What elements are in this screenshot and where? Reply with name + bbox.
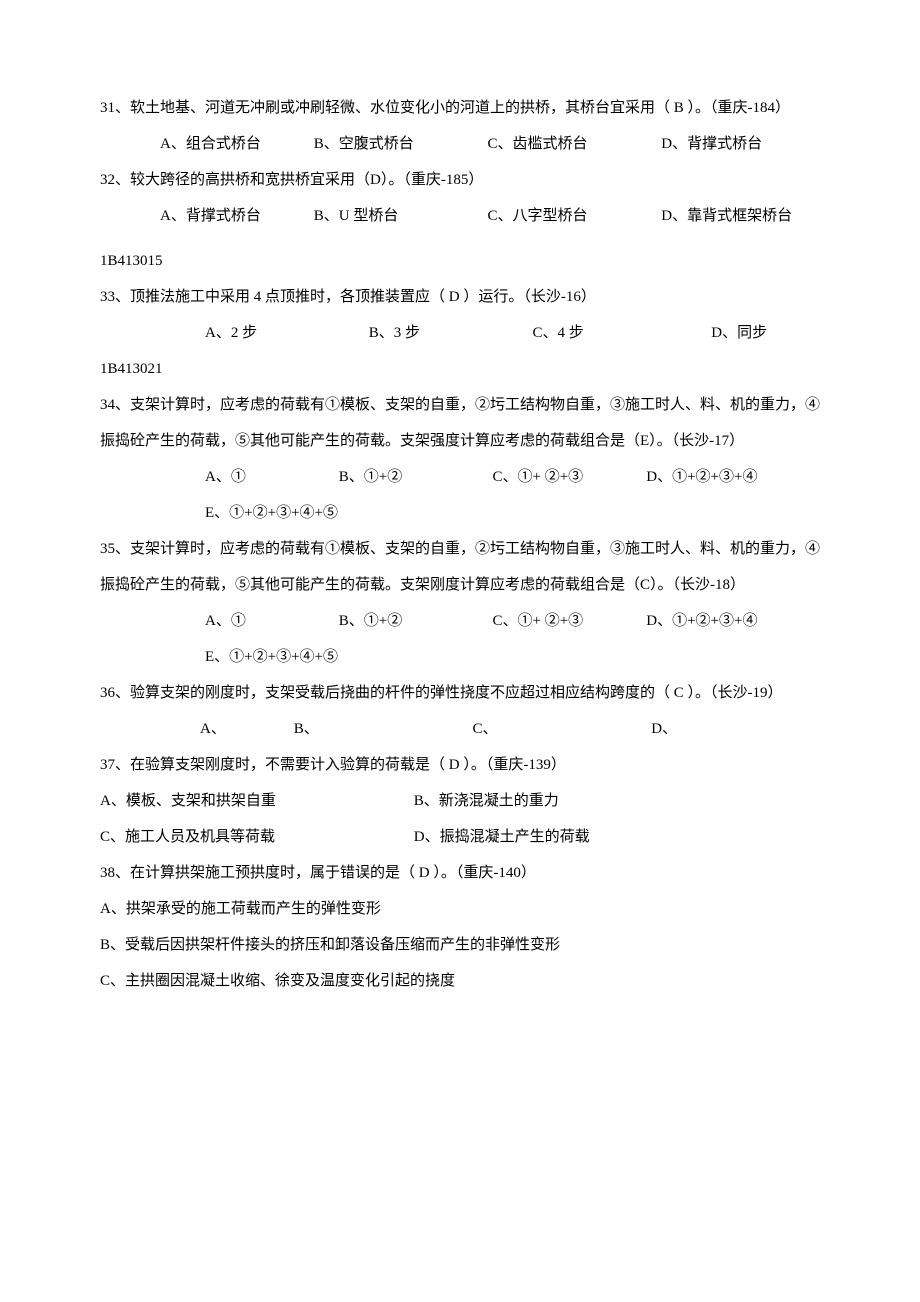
- q34-text: 34、支架计算时，应考虑的荷载有①模板、支架的自重，②圬工结构物自重，③施工时人…: [100, 387, 820, 459]
- q35-options-row2: E、①+②+③+④+⑤: [100, 639, 820, 675]
- q36-option-c: C、: [473, 711, 648, 747]
- q37-option-b: B、新浇混凝土的重力: [414, 783, 559, 819]
- q37-row1: A、模板、支架和拱架自重 B、新浇混凝土的重力: [100, 783, 820, 819]
- q36-option-b: B、: [294, 711, 469, 747]
- q32-options: A、背撑式桥台 B、U 型桥台 C、八字型桥台 D、靠背式框架桥台: [100, 198, 820, 234]
- q38-option-b: B、受载后因拱架杆件接头的挤压和卸落设备压缩而产生的非弹性变形: [100, 927, 820, 963]
- q32-option-b: B、U 型桥台: [314, 198, 484, 234]
- q33-text: 33、顶推法施工中采用 4 点顶推时，各顶推装置应（ D ）运行。（长沙-16）: [100, 279, 820, 315]
- q35-option-c: C、①+ ②+③: [493, 603, 643, 639]
- q36-options: A、 B、 C、 D、: [100, 711, 820, 747]
- q34-options-row1: A、① B、①+② C、①+ ②+③ D、①+②+③+④: [100, 459, 820, 495]
- section-code-1: 1B413015: [100, 243, 820, 279]
- question-38: 38、在计算拱架施工预拱度时，属于错误的是（ D ）。（重庆-140） A、拱架…: [100, 855, 820, 999]
- q31-option-d: D、背撑式桥台: [661, 126, 762, 162]
- q37-option-c: C、施工人员及机具等荷载: [100, 819, 410, 855]
- q32-option-d: D、靠背式框架桥台: [661, 198, 792, 234]
- q35-text: 35、支架计算时，应考虑的荷载有①模板、支架的自重，②圬工结构物自重，③施工时人…: [100, 531, 820, 603]
- q35-option-b: B、①+②: [339, 603, 489, 639]
- q34-option-c: C、①+ ②+③: [493, 459, 643, 495]
- q33-option-b: B、3 步: [369, 315, 529, 351]
- q35-option-d: D、①+②+③+④: [646, 603, 757, 639]
- q37-text: 37、在验算支架刚度时，不需要计入验算的荷载是（ D ）。（重庆-139）: [100, 747, 820, 783]
- q34-option-d: D、①+②+③+④: [646, 459, 757, 495]
- q36-text: 36、验算支架的刚度时，支架受载后挠曲的杆件的弹性挠度不应超过相应结构跨度的（ …: [100, 675, 820, 711]
- q35-option-e: E、①+②+③+④+⑤: [205, 649, 338, 665]
- q32-option-c: C、八字型桥台: [488, 198, 658, 234]
- question-32: 32、较大跨径的高拱桥和宽拱桥宜采用（D）。（重庆-185） A、背撑式桥台 B…: [100, 162, 820, 234]
- q31-option-a: A、组合式桥台: [160, 126, 310, 162]
- q31-text: 31、软土地基、河道无冲刷或冲刷轻微、水位变化小的河道上的拱桥，其桥台宜采用（ …: [100, 90, 820, 126]
- q34-option-e: E、①+②+③+④+⑤: [205, 505, 338, 521]
- q31-options: A、组合式桥台 B、空腹式桥台 C、齿槛式桥台 D、背撑式桥台: [100, 126, 820, 162]
- q32-text: 32、较大跨径的高拱桥和宽拱桥宜采用（D）。（重庆-185）: [100, 162, 820, 198]
- q35-options-row1: A、① B、①+② C、①+ ②+③ D、①+②+③+④: [100, 603, 820, 639]
- q33-options: A、2 步 B、3 步 C、4 步 D、同步: [100, 315, 820, 351]
- q36-option-d: D、: [651, 711, 677, 747]
- question-33: 33、顶推法施工中采用 4 点顶推时，各顶推装置应（ D ）运行。（长沙-16）…: [100, 279, 820, 351]
- q34-option-a: A、①: [205, 459, 335, 495]
- q35-option-a: A、①: [205, 603, 335, 639]
- q37-option-d: D、振捣混凝土产生的荷载: [414, 819, 590, 855]
- q33-option-c: C、4 步: [533, 315, 708, 351]
- q33-option-a: A、2 步: [205, 315, 365, 351]
- q38-option-a: A、拱架承受的施工荷载而产生的弹性变形: [100, 891, 820, 927]
- question-34: 34、支架计算时，应考虑的荷载有①模板、支架的自重，②圬工结构物自重，③施工时人…: [100, 387, 820, 531]
- q33-option-d: D、同步: [711, 315, 767, 351]
- q31-option-c: C、齿槛式桥台: [488, 126, 658, 162]
- q32-option-a: A、背撑式桥台: [160, 198, 310, 234]
- question-36: 36、验算支架的刚度时，支架受载后挠曲的杆件的弹性挠度不应超过相应结构跨度的（ …: [100, 675, 820, 747]
- question-31: 31、软土地基、河道无冲刷或冲刷轻微、水位变化小的河道上的拱桥，其桥台宜采用（ …: [100, 90, 820, 162]
- q36-option-a: A、: [100, 711, 290, 747]
- q34-options-row2: E、①+②+③+④+⑤: [100, 495, 820, 531]
- q31-option-b: B、空腹式桥台: [314, 126, 484, 162]
- q38-text: 38、在计算拱架施工预拱度时，属于错误的是（ D ）。（重庆-140）: [100, 855, 820, 891]
- section-code-2: 1B413021: [100, 351, 820, 387]
- question-35: 35、支架计算时，应考虑的荷载有①模板、支架的自重，②圬工结构物自重，③施工时人…: [100, 531, 820, 675]
- q37-row2: C、施工人员及机具等荷载 D、振捣混凝土产生的荷载: [100, 819, 820, 855]
- q37-option-a: A、模板、支架和拱架自重: [100, 783, 410, 819]
- q38-option-c: C、主拱圈因混凝土收缩、徐变及温度变化引起的挠度: [100, 963, 820, 999]
- q34-option-b: B、①+②: [339, 459, 489, 495]
- question-37: 37、在验算支架刚度时，不需要计入验算的荷载是（ D ）。（重庆-139） A、…: [100, 747, 820, 855]
